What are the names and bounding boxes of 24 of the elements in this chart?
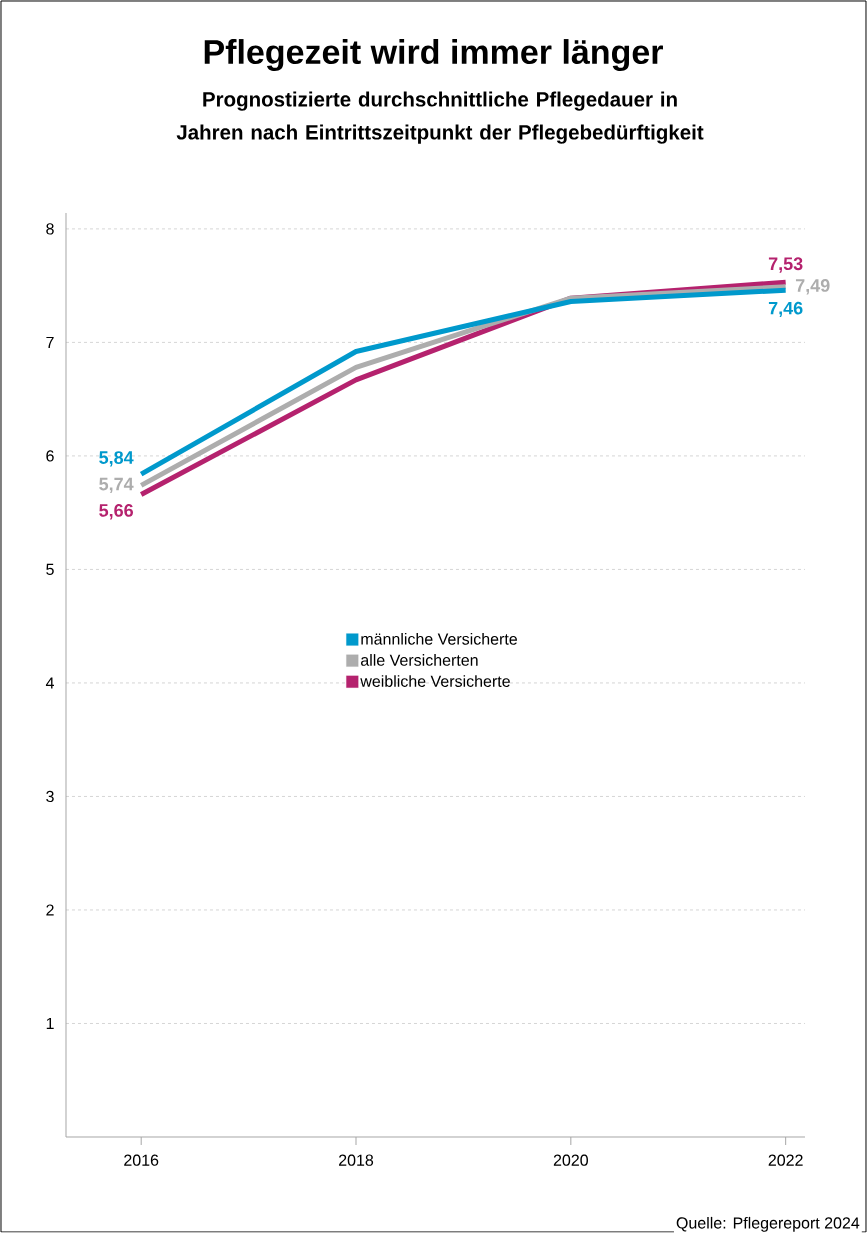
legend-label: alle Versicherten xyxy=(361,654,478,666)
data-label: 7,49 xyxy=(795,279,830,295)
data-label: 5,74 xyxy=(99,477,134,494)
y-tick-label: 6 xyxy=(46,450,54,462)
legend-label: weibliche Versicherte xyxy=(360,675,510,687)
chart-title: Pflegezeit wird immer länger xyxy=(204,39,663,71)
y-tick-label: 8 xyxy=(46,223,54,235)
y-tick-label: 4 xyxy=(45,677,54,689)
y-tick-label: 1 xyxy=(46,1017,54,1029)
data-label: 5,84 xyxy=(99,451,134,467)
y-tick-label: 3 xyxy=(46,790,54,803)
y-tick-label: 5 xyxy=(46,563,54,576)
x-tick-label: 2022 xyxy=(768,1154,803,1166)
source-note: Quelle: Pflegereport 2024 xyxy=(676,1216,860,1232)
data-label: 7,46 xyxy=(768,301,803,318)
x-tick-label: 2020 xyxy=(553,1154,588,1166)
y-tick-label: 2 xyxy=(46,904,54,916)
y-tick-label: 7 xyxy=(46,336,54,348)
x-tick-label: 2018 xyxy=(339,1154,374,1166)
x-tick-label: 2016 xyxy=(124,1154,159,1166)
chart-subtitle: Prognostizierte durchschnittliche Pflegedauer in Jahren nach Eintrittszeitpunkt der Pflegebedürftigkeit xyxy=(176,91,704,144)
legend-label: männliche Versicherte xyxy=(361,633,517,645)
data-label: 5,66 xyxy=(99,504,133,520)
data-label: 7,53 xyxy=(768,257,803,273)
